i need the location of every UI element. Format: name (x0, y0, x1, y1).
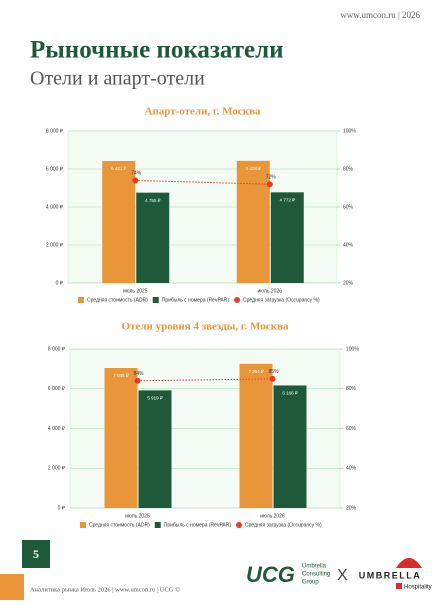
y-tick-label: 0 ₽ (58, 505, 66, 511)
legend-swatch (78, 297, 84, 303)
bar-value-label: 4 772 ₽ (280, 198, 297, 203)
hospitality: Hospitality (404, 585, 432, 591)
legend-swatch (234, 297, 241, 303)
occupancy-label: 84% (133, 371, 144, 377)
bar (270, 192, 304, 283)
site: www.umcon.ru | 2026 (340, 10, 420, 20)
bar-value-label: 6 428 ₽ (246, 166, 263, 171)
legend-swatch (236, 522, 243, 528)
bar-value-label: 4 755 ₽ (145, 198, 162, 203)
legend-label: Средняя стоимость (ADR) (87, 297, 148, 303)
y-tick-label: 6 000 ₽ (46, 166, 64, 172)
occupancy-label: 72% (266, 175, 277, 181)
bar (239, 363, 273, 508)
legend-label: Средняя загрузка (Occupancy %) (243, 297, 320, 303)
y-tick-label: 8 000 ₽ (46, 128, 64, 134)
y2-tick-label: 60% (343, 204, 354, 210)
ucg-text: Consulting (302, 572, 330, 578)
bar (136, 192, 170, 283)
x-tick-label: июль 2026 (260, 513, 285, 519)
bar (236, 160, 270, 283)
y-tick-label: 8 000 ₽ (48, 346, 66, 352)
y2-tick-label: 80% (343, 166, 354, 172)
y2-tick-label: 80% (346, 386, 357, 392)
swiss-flag (396, 583, 402, 589)
occupancy-label: 74% (131, 171, 142, 177)
y-tick-label: 4 000 ₽ (48, 426, 66, 432)
legend-label: Средняя загрузка (Occupancy %) (245, 522, 322, 528)
y2-tick-label: 20% (343, 280, 354, 286)
y2-tick-label: 100% (343, 128, 356, 134)
subtitle: Отели и апарт-отели (30, 68, 205, 90)
ucg-text: Group (302, 580, 319, 586)
bar (138, 390, 172, 508)
occupancy-point (269, 375, 276, 382)
occupancy-point (134, 377, 141, 384)
bar-value-label: 7 045 ₽ (113, 373, 130, 378)
y2-tick-label: 100% (346, 346, 359, 352)
y2-tick-label: 60% (346, 426, 357, 432)
chart-title: Апарт-отели, г. Москва (144, 106, 261, 118)
x-tick-label: июль 2026 (258, 288, 283, 294)
x-tick-label: июль 2025 (123, 288, 148, 294)
bar (104, 367, 138, 508)
y2-tick-label: 40% (346, 466, 357, 472)
bar-value-label: 6 166 ₽ (282, 391, 299, 396)
corner-bar (0, 574, 24, 600)
page-number-box (22, 540, 50, 568)
legend-label: Прибыль с номера (RevPAR) (164, 522, 232, 528)
y-tick-label: 4 000 ₽ (46, 204, 64, 210)
y2-tick-label: 40% (343, 242, 354, 248)
legend-swatch (80, 522, 86, 528)
bar (102, 161, 136, 283)
footer: Аналитика рынка Июль 2026 | www.umcon.ru… (30, 586, 180, 593)
title: Рыночные показатели (30, 37, 284, 64)
legend-swatch (152, 297, 159, 303)
umbrella-icon (396, 558, 422, 568)
occupancy-point (132, 177, 139, 184)
legend-swatch (154, 522, 161, 528)
chart-title: Отели уровня 4 звезды, г. Москва (122, 321, 289, 333)
ucg-logo: UCG (246, 562, 295, 587)
occupancy-label: 85% (268, 369, 279, 375)
separator: X (337, 567, 348, 584)
y-tick-label: 2 000 ₽ (46, 242, 64, 248)
legend-label: Прибыль с номера (RevPAR) (162, 297, 230, 303)
y-tick-label: 0 ₽ (56, 280, 64, 286)
y-tick-label: 6 000 ₽ (48, 386, 66, 392)
legend-label: Средняя стоимость (ADR) (89, 522, 150, 528)
bar (273, 385, 307, 508)
bar-value-label: 5 919 ₽ (147, 396, 164, 401)
occupancy-point (266, 181, 273, 188)
page-number: 5 (33, 547, 39, 561)
bar-value-label: 6 421 ₽ (111, 166, 128, 171)
x-tick-label: июль 2025 (125, 513, 150, 519)
y2-tick-label: 20% (346, 505, 357, 511)
y-tick-label: 2 000 ₽ (48, 466, 66, 472)
bar-value-label: 7 254 ₽ (248, 369, 265, 374)
occupancy-line (135, 179, 270, 185)
umbrella-logo: UMBRELLA (359, 570, 422, 580)
ucg-text: Umbrella (302, 564, 327, 570)
